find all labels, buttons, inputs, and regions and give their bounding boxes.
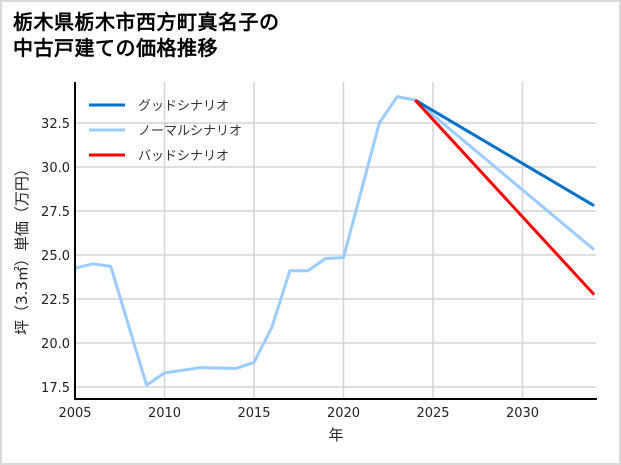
y-tick-label: 30.0 xyxy=(41,161,70,176)
y-tick-label: 20.0 xyxy=(41,337,70,352)
title-line-2: 中古戸建ての価格推移 xyxy=(13,36,218,60)
axes xyxy=(74,82,597,400)
y-tick-label: 27.5 xyxy=(41,205,70,220)
y-tick-label: 17.5 xyxy=(41,381,70,396)
chart-title: 栃木県栃木市西方町真名子の 中古戸建ての価格推移 xyxy=(13,9,280,61)
series-line-1 xyxy=(74,95,596,387)
y-axis-label: 坪（3.3㎡）単価（万円） xyxy=(13,161,31,335)
x-tick-labels: 2005 2010 2015 2020 2025 2030 xyxy=(58,406,539,421)
x-tick-label: 2010 xyxy=(148,406,181,421)
legend-label: グッドシナリオ xyxy=(138,99,229,114)
legend-label: バッドシナリオ xyxy=(138,149,229,164)
series-line-2 xyxy=(413,99,596,296)
y-tick-label: 22.5 xyxy=(41,293,70,308)
series-line-0 xyxy=(414,98,595,207)
x-axis-label: 年 xyxy=(328,426,343,444)
x-tick-label: 2030 xyxy=(506,406,539,421)
x-tick-label: 2020 xyxy=(327,406,360,421)
title-line-1: 栃木県栃木市西方町真名子の xyxy=(13,10,280,34)
x-tick-label: 2005 xyxy=(58,406,91,421)
y-tick-labels: 32.5 30.0 27.5 25.0 22.5 20.0 17.5 xyxy=(41,117,70,396)
data-lines xyxy=(74,95,596,387)
legend-label: ノーマルシナリオ xyxy=(138,124,242,139)
y-tick-label: 25.0 xyxy=(41,249,70,264)
y-tick-label: 32.5 xyxy=(41,117,70,132)
gridlines xyxy=(75,82,596,399)
x-tick-label: 2025 xyxy=(416,406,449,421)
x-tick-label: 2015 xyxy=(237,406,270,421)
